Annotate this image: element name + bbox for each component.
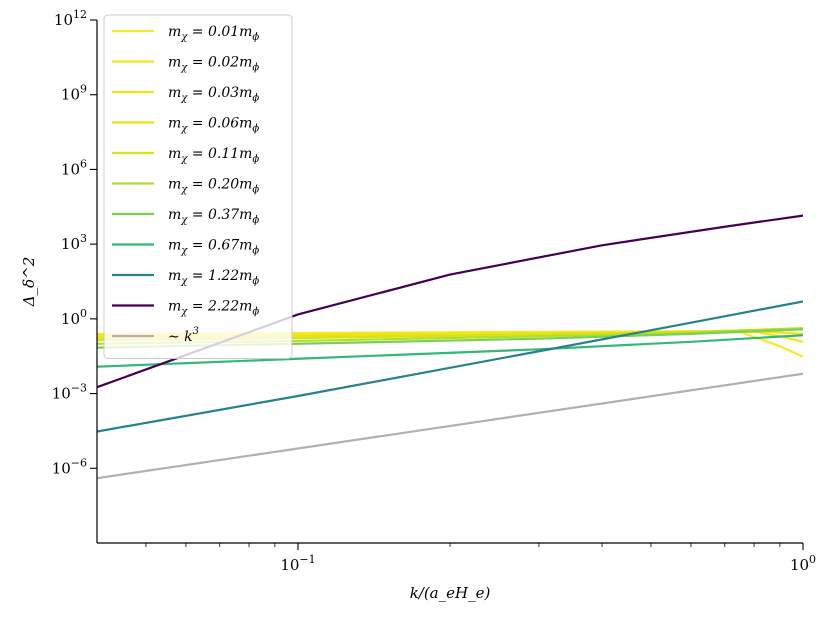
- axis-labels: k/(a_eH_e) Δ_δ^2: [20, 257, 490, 602]
- legend-label-7: mχ = 0.67mϕ: [168, 238, 259, 257]
- legend-label-8: mχ = 1.22mϕ: [168, 268, 259, 287]
- y-tick-label-4: 106: [61, 157, 87, 178]
- series-line-10: [97, 372, 803, 480]
- legend-label-6: mχ = 0.37mϕ: [168, 207, 259, 226]
- legend-label-3: mχ = 0.06mϕ: [168, 116, 259, 135]
- axes: 10−1 100 10−6 10−3 100 103 106 109 1012: [52, 8, 816, 574]
- y-tick-label-5: 109: [61, 83, 87, 104]
- legend-label-5: mχ = 0.20mϕ: [168, 177, 259, 196]
- legend-label-0: mχ = 0.01mϕ: [168, 24, 259, 43]
- x-axis-label: k/(a_eH_e): [410, 584, 491, 602]
- legend: mχ = 0.01mϕ mχ = 0.02mϕ mχ = 0.03mϕ mχ = 0.…: [103, 14, 293, 359]
- x-tick-label-1: 100: [790, 553, 816, 574]
- legend-label-4: mχ = 0.11mϕ: [168, 146, 259, 165]
- legend-box: [103, 14, 293, 359]
- legend-label-1: mχ = 0.02mϕ: [168, 55, 259, 74]
- y-tick-label-0: 10−6: [52, 456, 87, 477]
- y-tick-label-6: 1012: [54, 8, 87, 29]
- y-tick-label-3: 103: [61, 232, 87, 253]
- legend-label-9: mχ = 2.22mϕ: [168, 299, 259, 318]
- x-tick-label-0: 10−1: [280, 553, 315, 574]
- y-axis-label: Δ_δ^2: [20, 257, 38, 307]
- series-line-7: [97, 334, 803, 368]
- legend-label-10: ∼ k3: [168, 326, 199, 345]
- series-line-8: [97, 300, 803, 433]
- y-tick-label-2: 100: [61, 307, 87, 328]
- legend-label-2: mχ = 0.03mϕ: [168, 85, 259, 104]
- y-tick-label-1: 10−3: [52, 382, 87, 403]
